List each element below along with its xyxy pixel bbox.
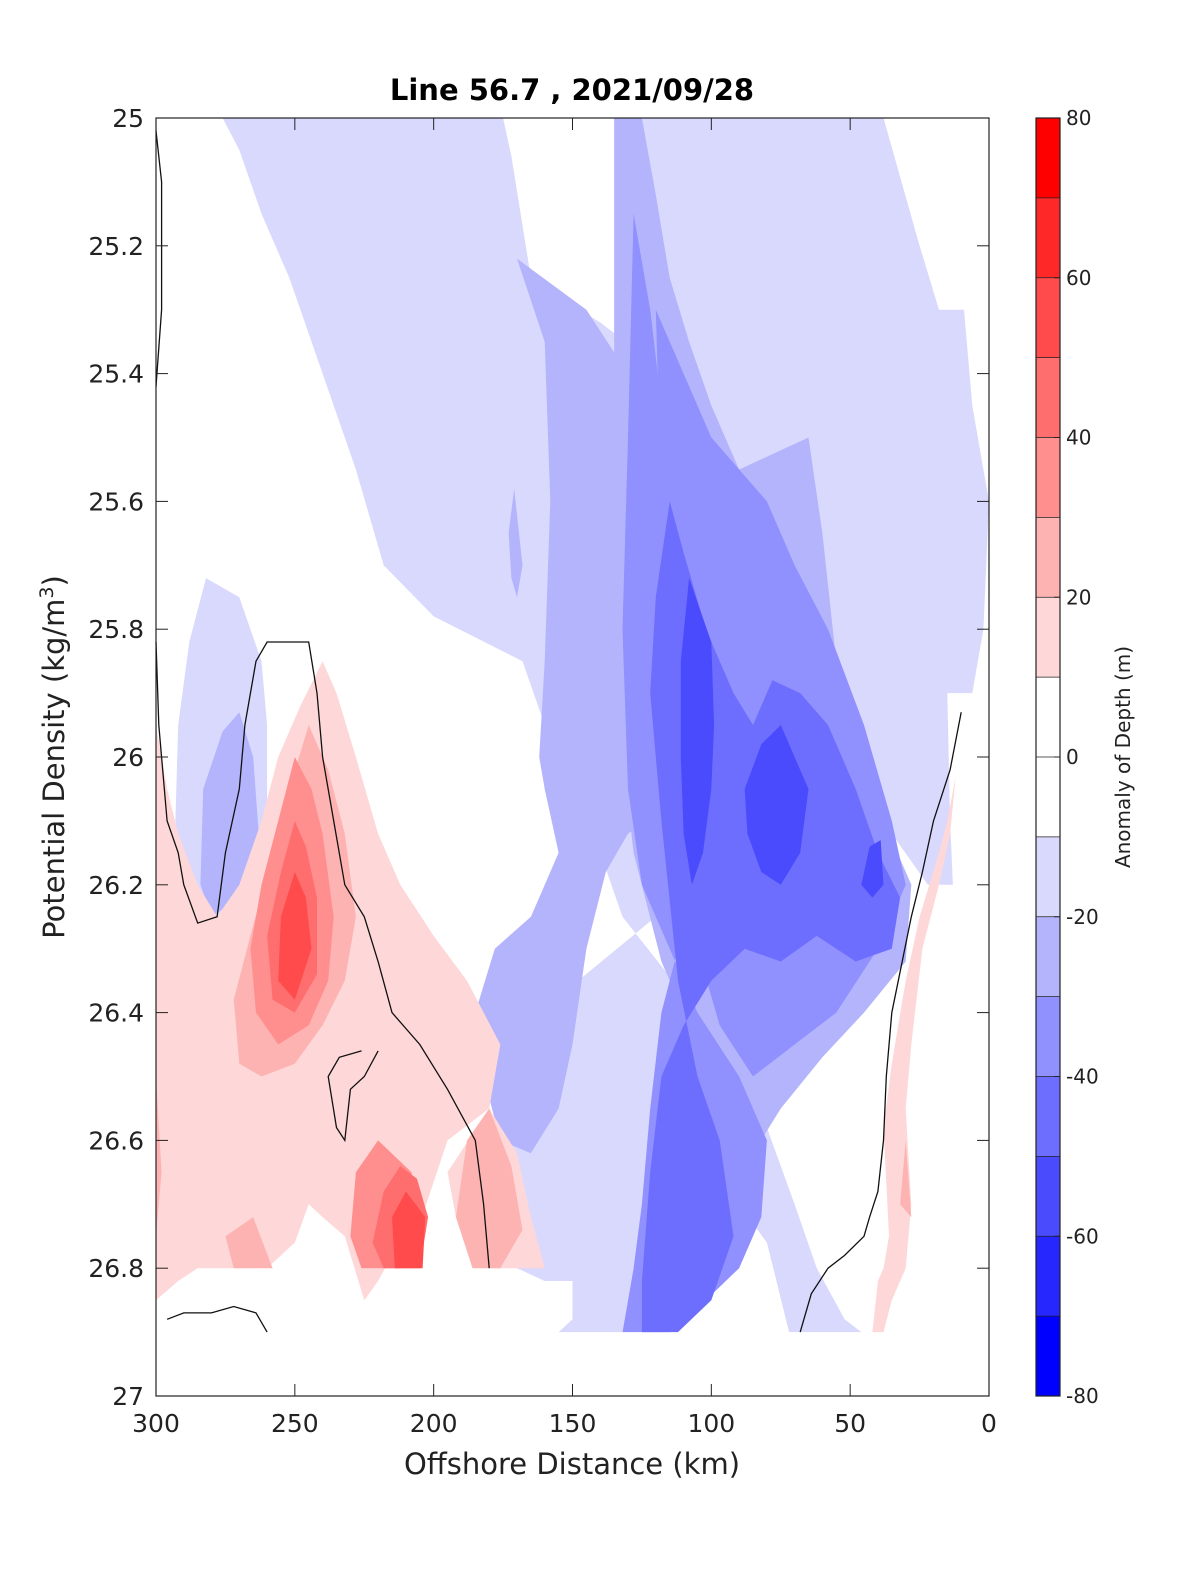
colorbar-tick-label: -60: [1066, 1224, 1099, 1248]
contour-region-13: [861, 840, 884, 898]
y-axis-title: Potential Density (kg/m3): [36, 575, 71, 939]
y-tick-label: 25: [112, 104, 144, 133]
colorbar-segment-10: [1036, 916, 1060, 997]
contour-region-6: [200, 712, 259, 917]
y-tick-label: 25.4: [88, 360, 144, 389]
contour-region-16: [872, 776, 956, 1333]
chart-title: Line 56.7 , 2021/09/28: [390, 73, 754, 107]
colorbar-tick-label: 0: [1066, 745, 1079, 769]
y-axis-title-tail: ): [37, 575, 71, 586]
x-tick-label: 300: [132, 1409, 180, 1438]
y-axis-title-main: Potential Density (kg/m: [37, 599, 71, 939]
colorbar-segment-8: [1036, 757, 1060, 837]
plot-area: 300 250 200 150 100 50 0 25 25.2 25.4 25.6 25.8 26 26…: [88, 104, 997, 1438]
y-tick-label: 25.2: [88, 232, 144, 261]
colorbar-segment-11: [1036, 996, 1060, 1077]
colorbar-segment-14: [1036, 1236, 1060, 1317]
axis-ticks: 300 250 200 150 100 50 0 25 25.2 25.4 25.6 25.8 26 26…: [88, 104, 997, 1438]
colorbar-segment-4: [1036, 437, 1060, 518]
y-tick-label: 26: [112, 743, 144, 772]
colorbar-tick-label: -80: [1066, 1384, 1099, 1408]
colorbar-segment-13: [1036, 1156, 1060, 1237]
colorbar: 80 60 40 20 0 -20 -40 -60 -80: [1035, 106, 1099, 1408]
contour-region-26: [278, 872, 312, 1000]
y-tick-label: 26.4: [88, 999, 144, 1028]
contour-region-20: [225, 1217, 273, 1269]
colorbar-segment-0: [1036, 118, 1060, 198]
y-tick-label: 26.2: [88, 871, 144, 900]
colorbar-tick-label: 60: [1066, 266, 1091, 290]
colorbar-segment-15: [1036, 1316, 1060, 1396]
contour-region-0: [222, 118, 862, 1333]
y-axis-title-sup: 3: [36, 586, 58, 598]
y-tick-label: 26.8: [88, 1254, 144, 1283]
y-tick-label: 25.6: [88, 487, 144, 516]
x-axis-title: Offshore Distance (km): [404, 1447, 740, 1481]
contour-region-21: [900, 1140, 912, 1218]
zero-contour-line-4: [166, 1305, 268, 1333]
x-tick-label: 100: [687, 1409, 735, 1438]
contour-region-7: [508, 488, 523, 598]
colorbar-segment-3: [1036, 357, 1060, 438]
contour-region-3: [253, 118, 268, 157]
contour-region-11: [680, 578, 715, 885]
x-tick-label: 250: [271, 1409, 319, 1438]
colorbar-tick-label: -40: [1066, 1065, 1099, 1089]
x-tick-label: 50: [834, 1409, 866, 1438]
colorbar-segment-2: [1036, 277, 1060, 358]
x-tick-label: 150: [549, 1409, 597, 1438]
y-tick-label: 25.8: [88, 615, 144, 644]
colorbar-segment-12: [1036, 1076, 1060, 1157]
y-tick-label: 27: [112, 1382, 144, 1411]
colorbar-label: Anomaly of Depth (m): [1111, 646, 1135, 868]
colorbar-tick-label: -20: [1066, 905, 1099, 929]
colorbar-segment-7: [1036, 677, 1060, 757]
x-tick-label: 200: [410, 1409, 458, 1438]
contour-region-27: [392, 1191, 426, 1269]
contour-fills: [156, 118, 989, 1333]
colorbar-segment-1: [1036, 197, 1060, 278]
x-tick-label: 0: [981, 1409, 997, 1438]
zero-contour-line-1: [155, 641, 490, 1269]
y-tick-label: 26.6: [88, 1126, 144, 1155]
colorbar-segment-9: [1036, 836, 1060, 917]
contour-region-19: [156, 1076, 162, 1237]
colorbar-segment-5: [1036, 517, 1060, 598]
colorbar-segment-6: [1036, 597, 1060, 678]
colorbar-tick-label: 80: [1066, 106, 1091, 130]
zero-contour-line-2: [327, 1050, 379, 1143]
colorbar-tick-label: 20: [1066, 585, 1091, 609]
colorbar-tick-label: 40: [1066, 426, 1091, 450]
zero-contour-line-3: [799, 712, 962, 1333]
contour-region-18: [455, 1108, 523, 1269]
contour-region-12: [744, 725, 809, 885]
